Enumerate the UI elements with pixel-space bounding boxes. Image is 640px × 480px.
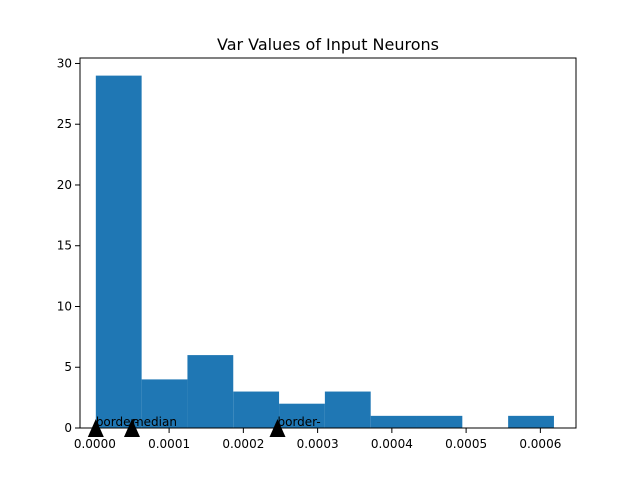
x-axis: 0.0000 0.0001 0.0002 0.0003 0.0004 0.0005 0.00… <box>74 428 561 451</box>
annotation-label-0: border- <box>96 415 139 429</box>
x-tick-label-6: 0.0006 <box>519 437 561 451</box>
x-tick-label-5: 0.0005 <box>445 437 487 451</box>
histogram-bar-9 <box>508 415 554 428</box>
chart-title: Var Values of Input Neurons <box>217 35 439 54</box>
axes-frame <box>79 57 577 429</box>
x-tick-label-1: 0.0001 <box>148 437 190 451</box>
histogram-bars <box>95 75 554 428</box>
x-tick-label-4: 0.0004 <box>371 437 413 451</box>
histogram-bar-2 <box>187 355 234 428</box>
histogram-bar-6 <box>370 415 417 428</box>
histogram-bar-7 <box>416 415 463 428</box>
y-tick-label-6: 30 <box>57 56 72 70</box>
y-tick-label-0: 0 <box>64 421 72 435</box>
x-tick-label-0: 0.0000 <box>74 437 116 451</box>
annotation-label-1: median <box>132 415 177 429</box>
histogram-bar-4 <box>279 403 325 428</box>
annotation-label-2: border- <box>278 415 321 429</box>
histogram-bar-0 <box>95 75 142 428</box>
y-tick-label-5: 25 <box>57 117 72 131</box>
y-tick-label-1: 5 <box>64 360 72 374</box>
y-axis: 0 5 10 15 20 25 30 <box>57 56 80 435</box>
histogram-bar-5 <box>324 391 371 428</box>
x-tick-label-3: 0.0003 <box>297 437 339 451</box>
histogram-bar-3 <box>233 391 280 428</box>
x-tick-label-2: 0.0002 <box>222 437 264 451</box>
y-tick-label-4: 20 <box>57 178 72 192</box>
y-tick-label-2: 10 <box>57 299 72 313</box>
y-tick-label-3: 15 <box>57 239 72 253</box>
histogram-bar-1 <box>141 379 188 428</box>
